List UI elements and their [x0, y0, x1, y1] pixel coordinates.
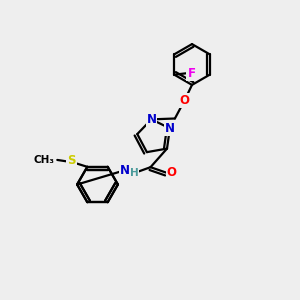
Text: O: O	[179, 94, 190, 107]
Text: N: N	[146, 113, 157, 126]
Text: N: N	[165, 122, 175, 135]
Text: N: N	[120, 164, 130, 177]
Text: CH₃: CH₃	[34, 155, 55, 165]
Text: F: F	[188, 67, 195, 80]
Text: O: O	[167, 166, 176, 179]
Text: S: S	[67, 154, 76, 167]
Text: H: H	[130, 168, 138, 178]
